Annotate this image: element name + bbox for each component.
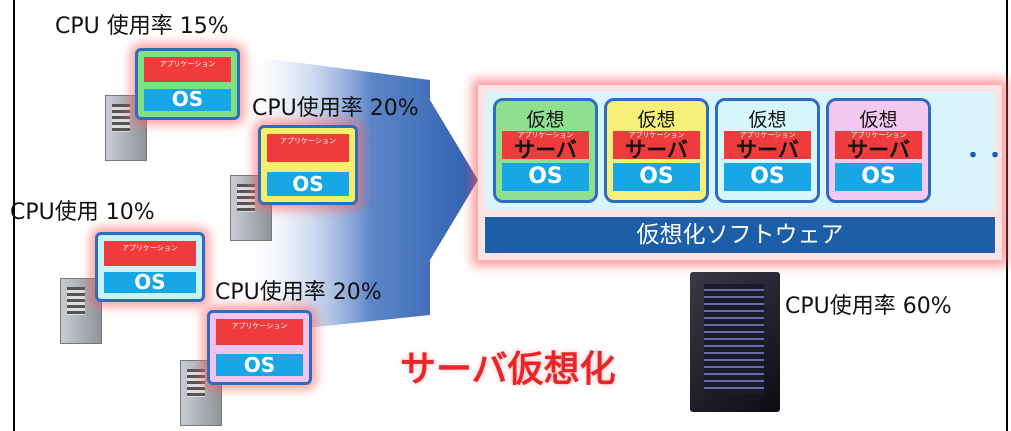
os-label: OS xyxy=(104,272,196,293)
vm-subtitle: サーバ xyxy=(718,134,817,164)
host-cpu-label: CPU使用率 60% xyxy=(785,288,952,320)
diagram: 仮想化ソフトウェア ・・ CPU使用率 60% サーバ仮想化 アプリケーション O… xyxy=(0,0,1011,431)
virtualization-software: 仮想化ソフトウェア xyxy=(485,217,995,253)
ellipsis: ・・ xyxy=(962,138,1006,170)
vm-subtitle: サーバ xyxy=(607,134,706,164)
physical-server: アプリケーション OS xyxy=(258,125,358,205)
vm-os: OS xyxy=(613,163,700,191)
app-label: アプリケーション xyxy=(267,134,349,162)
os-label: OS xyxy=(144,89,231,111)
cpu-label: CPU使用率 20% xyxy=(215,274,382,306)
vm-subtitle: サーバ xyxy=(829,134,928,164)
vm-os: OS xyxy=(724,163,811,191)
vm-title: 仮想 xyxy=(829,105,928,132)
cpu-label: CPU使用率 20% xyxy=(252,90,419,122)
vm-title: 仮想 xyxy=(496,105,595,132)
os-label: OS xyxy=(267,172,349,196)
cpu-label: CPU 使用率 15% xyxy=(55,8,229,40)
physical-server: アプリケーション OS xyxy=(207,310,312,385)
caption: サーバ仮想化 xyxy=(400,340,616,392)
vm-title: 仮想 xyxy=(718,105,817,132)
vm-subtitle: サーバ xyxy=(496,134,595,164)
physical-server: アプリケーション OS xyxy=(135,48,240,120)
physical-server: アプリケーション OS xyxy=(95,232,205,302)
cpu-label: CPU使用 10% xyxy=(10,194,155,226)
app-label: アプリケーション xyxy=(144,57,231,82)
vm-os: OS xyxy=(502,163,589,191)
host-server-rack xyxy=(704,284,764,394)
os-label: OS xyxy=(216,354,303,377)
app-label: アプリケーション xyxy=(216,319,303,345)
host-server xyxy=(690,272,780,412)
app-label: アプリケーション xyxy=(104,241,196,266)
vm-title: 仮想 xyxy=(607,105,706,132)
vm-os: OS xyxy=(835,163,922,191)
